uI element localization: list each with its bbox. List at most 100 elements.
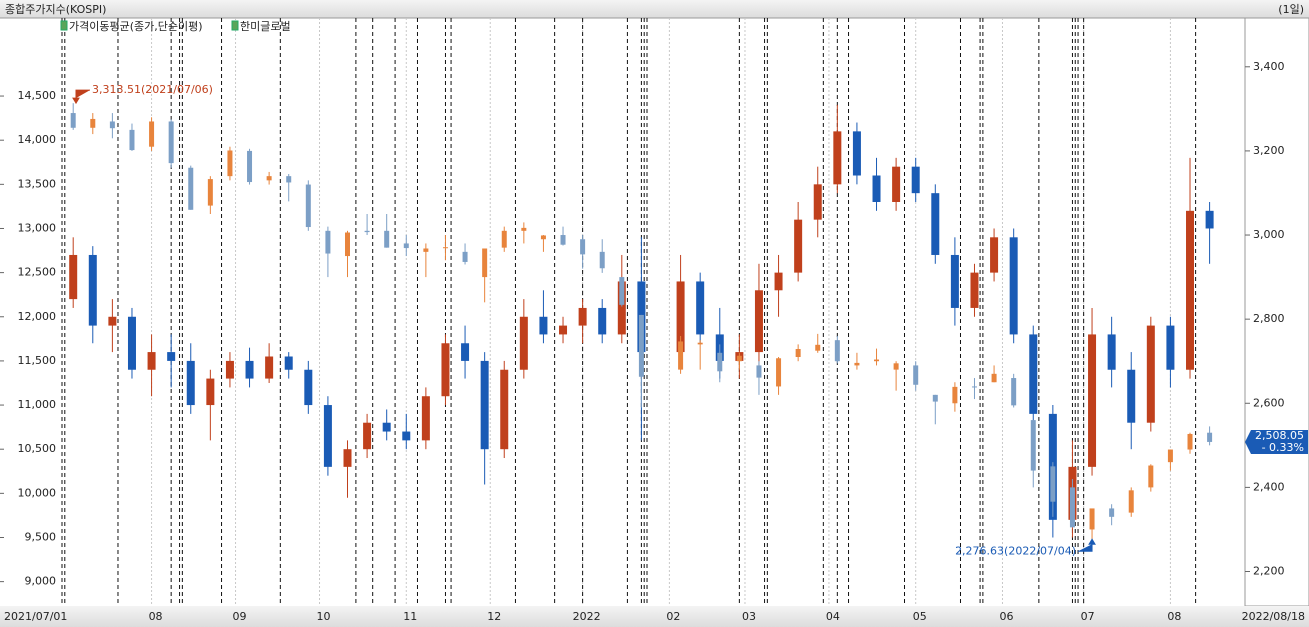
- candle-body: [874, 359, 880, 362]
- y-tick-label: 9,000: [25, 575, 57, 588]
- candle-body: [501, 230, 507, 248]
- x-tick-label: 03: [742, 610, 756, 623]
- y2-tick-label: 2,400: [1253, 480, 1285, 493]
- candle-body: [833, 131, 842, 185]
- candle-body: [1207, 432, 1213, 442]
- candle-body: [167, 352, 176, 361]
- candle-body: [580, 239, 586, 255]
- candle-body: [913, 365, 919, 385]
- candle-body: [970, 272, 979, 308]
- candle-body: [363, 422, 372, 450]
- candle-body: [696, 281, 705, 335]
- candle-body: [69, 254, 78, 300]
- y-tick-label: 14,500: [18, 89, 57, 102]
- annotation-arrow: [1078, 538, 1096, 552]
- candle-body: [834, 340, 840, 362]
- candle-body: [1146, 325, 1155, 423]
- candle-body: [892, 166, 901, 202]
- y-tick-label: 14,000: [18, 133, 57, 146]
- candle-body: [893, 363, 899, 370]
- x-tick-label: 07: [1081, 610, 1095, 623]
- candle-body: [1050, 466, 1056, 502]
- candle-body: [480, 360, 489, 450]
- candle-body: [225, 360, 234, 379]
- candle-body: [950, 254, 959, 308]
- candle-body: [1109, 508, 1115, 517]
- x-tick-label: 08: [149, 610, 163, 623]
- candle-body: [971, 386, 977, 388]
- candle-body: [188, 167, 194, 210]
- candle-body: [619, 277, 625, 305]
- candle-body: [382, 422, 391, 432]
- legend-icon: [60, 20, 68, 31]
- x-tick-label: 09: [233, 610, 247, 623]
- y-tick-label: 12,000: [18, 310, 57, 323]
- candle-body: [774, 272, 783, 291]
- annotation-label: 2,276.63(2022/07/04): [955, 544, 1076, 557]
- candle-body: [1186, 210, 1195, 370]
- last-value-label: 2,508.05: [1255, 429, 1304, 442]
- candle-body: [1148, 465, 1154, 488]
- candle-body: [245, 360, 254, 379]
- candle-body: [617, 281, 626, 335]
- y2-tick-label: 2,800: [1253, 312, 1285, 325]
- y2-tick-label: 2,200: [1253, 565, 1285, 578]
- y2-tick-label: 3,400: [1253, 60, 1285, 73]
- candle-body: [364, 230, 370, 233]
- candle-body: [756, 365, 762, 378]
- candle-body: [1107, 334, 1116, 370]
- x-tick-label: 02: [666, 610, 680, 623]
- candle-body: [402, 431, 411, 441]
- candle-body: [207, 179, 213, 206]
- x-tick-label: 08: [1167, 610, 1181, 623]
- candle-body: [265, 356, 274, 379]
- candle-body: [227, 150, 233, 177]
- x-tick-label: 2022: [573, 610, 601, 623]
- candle-body: [1089, 508, 1095, 530]
- candle-body: [872, 175, 881, 202]
- candle-body: [168, 121, 174, 164]
- legend-icon: [231, 20, 239, 31]
- candle-body: [266, 176, 272, 181]
- candle-body: [403, 243, 409, 249]
- y-tick-label: 10,500: [18, 442, 57, 455]
- candle-body: [1166, 325, 1175, 370]
- candle-body: [598, 307, 607, 335]
- candle-body: [678, 341, 684, 370]
- candle-body: [149, 121, 155, 147]
- candle-body: [1069, 487, 1075, 528]
- candle-body: [441, 343, 450, 397]
- candle-body: [423, 248, 429, 252]
- y-tick-label: 10,000: [18, 486, 57, 499]
- candle-body: [560, 235, 566, 245]
- candle-body: [129, 129, 135, 151]
- x-tick-label: 06: [999, 610, 1013, 623]
- candle-body: [1187, 433, 1193, 450]
- candle-body: [519, 316, 528, 370]
- legend-label: 가격이동평균(종가,단순이평): [69, 20, 203, 33]
- candle-body: [1127, 369, 1136, 423]
- x-tick-label: 11: [403, 610, 417, 623]
- y2-tick-label: 2,600: [1253, 396, 1285, 409]
- candle-body: [521, 227, 527, 231]
- candle-body: [952, 386, 958, 404]
- candle-body: [991, 373, 997, 383]
- candle-body: [286, 176, 292, 183]
- candle-body: [676, 281, 685, 353]
- candle-body: [284, 356, 293, 370]
- y2-tick-label: 3,200: [1253, 144, 1285, 157]
- candle-body: [462, 251, 468, 262]
- candle-body: [1030, 420, 1036, 471]
- candle-body: [1088, 334, 1097, 467]
- candle-body: [109, 121, 115, 129]
- candle-body: [305, 184, 311, 228]
- candle-body: [384, 230, 390, 248]
- last-value-box: [1245, 429, 1308, 454]
- y-tick-label: 13,500: [18, 177, 57, 190]
- candle-body: [147, 352, 156, 370]
- candle-body: [345, 232, 351, 257]
- x-end-label: 2022/08/18: [1242, 610, 1305, 623]
- candle-body: [852, 131, 861, 176]
